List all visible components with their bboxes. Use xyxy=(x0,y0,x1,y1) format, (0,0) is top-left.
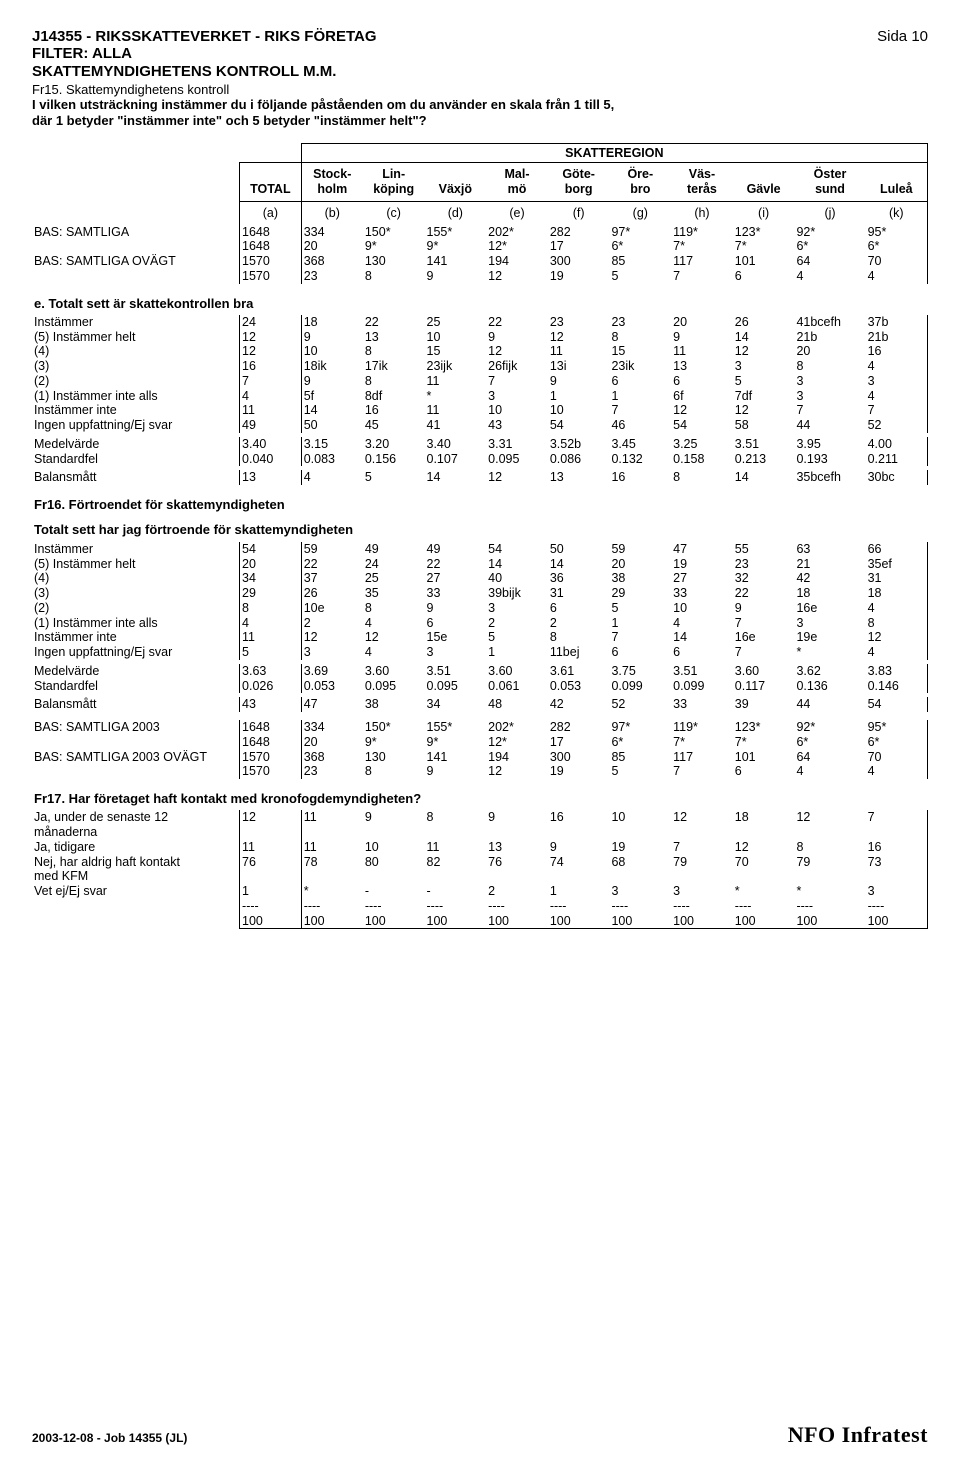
col-total: TOTAL xyxy=(240,163,302,201)
table-row: Ja, tidigare1111101113919712816 xyxy=(32,840,928,855)
col-letter: (f) xyxy=(548,201,610,224)
table-row: Instämmer24182225222323202641bcefh37b xyxy=(32,315,928,330)
table-row: månaderna xyxy=(32,825,928,840)
col-letter: (k) xyxy=(866,201,928,224)
col-linkoping: Lin-köping xyxy=(363,163,425,201)
col-letter: (h) xyxy=(671,201,733,224)
table-row: BAS: SAMTLIGA 2003 OVÄGT1570368130141194… xyxy=(32,750,928,765)
col-letter: (c) xyxy=(363,201,425,224)
col-stockholm: Stock-holm xyxy=(301,163,363,201)
crosstab-table: SKATTEREGION TOTAL Stock-holm Lin-köping… xyxy=(32,143,928,930)
col-vaxjo: Växjö xyxy=(425,163,487,201)
table-row: Balansmått13451412131681435bcefh30bc xyxy=(32,470,928,485)
col-vasteras: Väs-terås xyxy=(671,163,733,201)
q-line2: I vilken utsträckning instämmer du i föl… xyxy=(32,97,928,113)
col-letter: (j) xyxy=(794,201,865,224)
table-row: (4)3437252740363827324231 xyxy=(32,571,928,586)
col-letter: (a) xyxy=(240,201,302,224)
table-row: (2)810e8936510916e4 xyxy=(32,601,928,616)
table-row: (5) Instämmer helt1291310912891421b21b xyxy=(32,330,928,345)
table-row: 15702389121957644 xyxy=(32,764,928,779)
table-row: Standardfel0.0260.0530.0950.0950.0610.05… xyxy=(32,679,928,694)
table-row: Medelvärde3.403.153.203.403.313.52b3.453… xyxy=(32,437,928,452)
table-row: 1648209*9*12*176*7*7*6*6* xyxy=(32,735,928,750)
table-row: Ja, under de senaste 1212119891610121812… xyxy=(32,810,928,825)
table-row: Standardfel0.0400.0830.1560.1070.0950.08… xyxy=(32,452,928,467)
col-letter: (b) xyxy=(301,201,363,224)
filter: FILTER: ALLA xyxy=(32,45,377,62)
footer-brand: NFO Infratest xyxy=(788,1422,928,1448)
footer-date: 2003-12-08 - Job 14355 (JL) xyxy=(32,1431,187,1445)
col-orebro: Öre-bro xyxy=(609,163,671,201)
table-row: Nej, har aldrig haft kontakt767880827674… xyxy=(32,855,928,870)
table-row: BAS: SAMTLIGA 20031648334150*155*202*282… xyxy=(32,720,928,735)
table-row: Instämmer inte1114161110107121277 xyxy=(32,403,928,418)
table-row: (4)121081512111511122016 xyxy=(32,344,928,359)
table-row: Ingen uppfattning/Ej svar495045414354465… xyxy=(32,418,928,433)
col-letter: (d) xyxy=(425,201,487,224)
table-row: med KFM xyxy=(32,869,928,884)
table-row: Vet ej/Ej svar1*--2133**3 xyxy=(32,884,928,899)
table-row: (2)798117966533 xyxy=(32,374,928,389)
banner-group: SKATTEREGION xyxy=(301,143,927,163)
fr16-sub: Totalt sett har jag förtroende för skatt… xyxy=(32,516,928,541)
section-e-title: e. Totalt sett är skattekontrollen bra xyxy=(32,284,928,315)
table-row: 100100100100100100100100100100100 xyxy=(32,914,928,929)
table-row: (5) Instämmer helt2022242214142019232135… xyxy=(32,557,928,572)
title1: J14355 - RIKSSKATTEVERKET - RIKS FÖRETAG xyxy=(32,28,377,45)
page-number: Sida 10 xyxy=(877,28,928,80)
col-letter: (e) xyxy=(486,201,548,224)
col-gavle: Gävle xyxy=(733,163,795,201)
title2: SKATTEMYNDIGHETENS KONTROLL M.M. xyxy=(32,63,377,80)
table-row: (3)2926353339bijk312933221818 xyxy=(32,586,928,601)
col-letter: (i) xyxy=(733,201,795,224)
table-row: BAS: SAMTLIGA1648334150*155*202*28297*11… xyxy=(32,225,928,240)
table-row: 1648209*9*12*176*7*7*6*6* xyxy=(32,239,928,254)
fr17-title: Fr17. Har företaget haft kontakt med kro… xyxy=(32,779,928,810)
col-ostersund: Östersund xyxy=(794,163,865,201)
table-row: Instämmer5459494954505947556366 xyxy=(32,542,928,557)
table-row: BAS: SAMTLIGA OVÄGT157036813014119430085… xyxy=(32,254,928,269)
table-row: Balansmått4347383448425233394454 xyxy=(32,697,928,712)
col-goteborg: Göte-borg xyxy=(548,163,610,201)
table-row: (1) Instämmer inte alls42462214738 xyxy=(32,616,928,631)
table-row: ----------------------------------------… xyxy=(32,899,928,914)
fr16-title: Fr16. Förtroendet för skattemyndigheten xyxy=(32,485,928,516)
table-row: Medelvärde3.633.693.603.513.603.613.753.… xyxy=(32,664,928,679)
table-row: Instämmer inte11121215e5871416e19e12 xyxy=(32,630,928,645)
col-letter: (g) xyxy=(609,201,671,224)
table-row: 15702389121957644 xyxy=(32,269,928,284)
col-malmo: Mal-mö xyxy=(486,163,548,201)
table-row: (1) Instämmer inte alls45f8df*3116f7df34 xyxy=(32,389,928,404)
q-line1: Fr15. Skattemyndighetens kontroll xyxy=(32,82,928,98)
col-lulea: Luleå xyxy=(866,163,928,201)
table-row: Ingen uppfattning/Ej svar5343111bej667*4 xyxy=(32,645,928,660)
q-line3: där 1 betyder "instämmer inte" och 5 bet… xyxy=(32,113,928,129)
table-row: (3)1618ik17ik23ijk26fijk13i23ik13384 xyxy=(32,359,928,374)
